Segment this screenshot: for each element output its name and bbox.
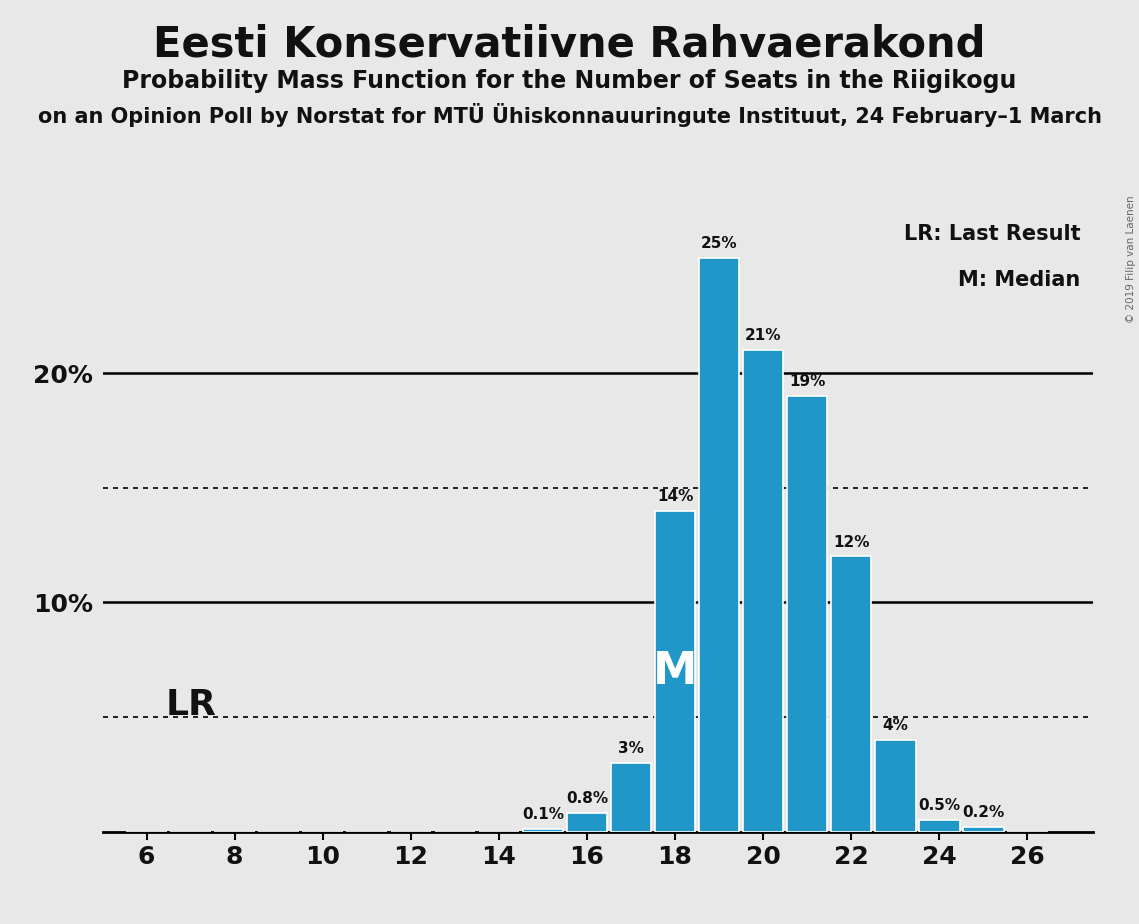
Bar <box>964 827 1003 832</box>
Bar <box>655 511 695 832</box>
Bar <box>567 813 607 832</box>
Text: 0.1%: 0.1% <box>522 808 564 822</box>
Text: 0.8%: 0.8% <box>566 791 608 807</box>
Text: Eesti Konservatiivne Rahvaerakond: Eesti Konservatiivne Rahvaerakond <box>154 23 985 65</box>
Text: 14%: 14% <box>657 489 694 504</box>
Text: on an Opinion Poll by Norstat for MTÜ Ühiskonnauuringute Instituut, 24 February–: on an Opinion Poll by Norstat for MTÜ Üh… <box>38 103 1101 128</box>
Text: 19%: 19% <box>789 374 826 389</box>
Text: 12%: 12% <box>833 535 869 550</box>
Bar <box>875 740 916 832</box>
Text: 0.2%: 0.2% <box>962 805 1005 821</box>
Text: Probability Mass Function for the Number of Seats in the Riigikogu: Probability Mass Function for the Number… <box>122 69 1017 93</box>
Text: LR: Last Result: LR: Last Result <box>903 224 1080 244</box>
Text: © 2019 Filip van Laenen: © 2019 Filip van Laenen <box>1126 195 1136 322</box>
Bar <box>743 350 784 832</box>
Bar <box>611 763 652 832</box>
Bar <box>523 830 563 832</box>
Text: 0.5%: 0.5% <box>918 798 960 813</box>
Text: M: Median: M: Median <box>958 270 1080 290</box>
Bar <box>787 396 827 832</box>
Text: 25%: 25% <box>700 237 737 251</box>
Text: M: M <box>653 650 697 693</box>
Bar <box>831 556 871 832</box>
Text: 3%: 3% <box>618 741 644 756</box>
Text: 21%: 21% <box>745 328 781 343</box>
Text: 4%: 4% <box>883 718 908 733</box>
Bar <box>699 259 739 832</box>
Bar <box>919 821 959 832</box>
Text: LR: LR <box>165 688 216 723</box>
